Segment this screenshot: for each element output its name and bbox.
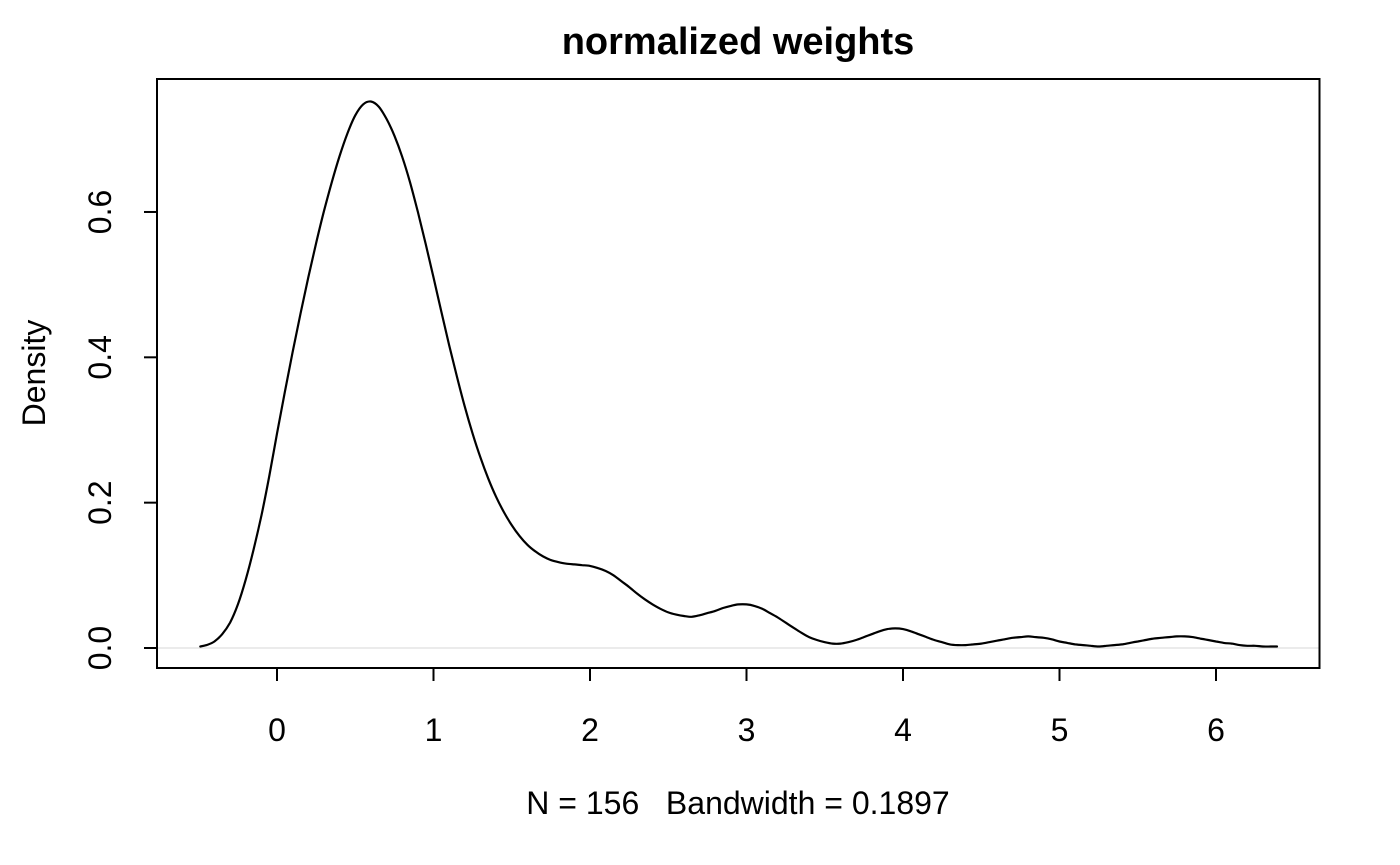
y-tick-label: 0.4	[82, 335, 118, 379]
y-tick-label: 0.6	[82, 190, 118, 234]
x-tick-label: 3	[738, 712, 756, 748]
x-axis-subtitle: N = 156 Bandwidth = 0.1897	[526, 785, 949, 821]
x-tick-label: 1	[425, 712, 443, 748]
plot-box	[156, 78, 1321, 669]
x-tick-label: 5	[1051, 712, 1069, 748]
chart-title: normalized weights	[562, 21, 915, 63]
x-tick-label: 2	[581, 712, 599, 748]
x-tick-label: 0	[268, 712, 286, 748]
x-axis-ticks: 0 1 2 3 4 5 6	[268, 668, 1225, 748]
y-tick-label: 0.2	[82, 480, 118, 524]
x-tick-label: 4	[894, 712, 912, 748]
x-tick-label: 6	[1207, 712, 1225, 748]
y-axis-label: Density	[16, 320, 52, 427]
y-tick-label: 0.0	[82, 626, 118, 670]
y-axis-ticks: 0.0 0.2 0.4 0.6	[82, 190, 157, 670]
density-curve	[199, 100, 1279, 648]
